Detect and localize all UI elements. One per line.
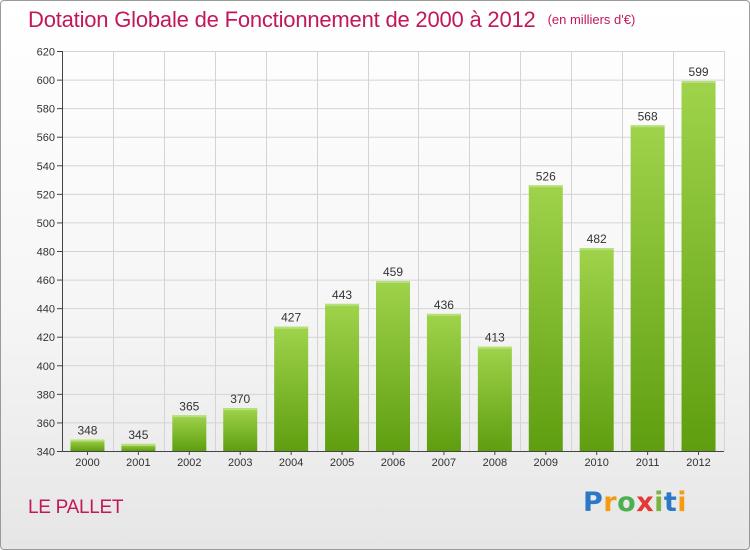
y-tick-label: 540 — [37, 161, 55, 173]
x-tick-label: 2004 — [279, 457, 303, 469]
bar-value-label: 526 — [536, 169, 556, 183]
bar-value-label: 599 — [689, 65, 709, 79]
x-tick-label: 2005 — [330, 457, 354, 469]
logo-letter: r — [603, 487, 618, 518]
x-tick-label: 2001 — [126, 457, 150, 469]
axes: 340 360 380 400 420 440 460 480 500 520 540 560 580 6… — [37, 47, 724, 469]
x-tick-label: 2006 — [381, 457, 405, 469]
bar-value-label: 443 — [332, 288, 352, 302]
bar — [579, 248, 614, 451]
x-tick-label: 2008 — [483, 457, 507, 469]
y-tick-label: 460 — [37, 275, 55, 287]
logo-letter: x — [636, 487, 655, 518]
y-tick-label: 560 — [37, 132, 55, 144]
x-tick-label: 2007 — [432, 457, 456, 469]
bar — [70, 439, 105, 451]
bar-highlight — [121, 443, 156, 446]
bar-value-label: 345 — [128, 428, 148, 442]
bar-value-label: 436 — [434, 298, 454, 312]
bar-highlight — [681, 81, 716, 83]
y-tick-label: 500 — [37, 218, 55, 230]
y-tick-label: 420 — [37, 332, 55, 344]
data-labels: 348 345 365 370 427 443 459 436 413 526 482 568 599 — [77, 65, 708, 442]
bar-value-label: 459 — [383, 265, 403, 279]
bar — [477, 346, 512, 451]
bar-highlight — [70, 439, 105, 442]
bar-value-label: 365 — [179, 399, 199, 413]
bar — [223, 408, 258, 451]
chart-title-block: Dotation Globale de Fonctionnement de 20… — [28, 7, 635, 33]
bar-highlight — [528, 185, 563, 188]
bar — [681, 81, 716, 451]
x-tick-label: 2011 — [636, 457, 660, 469]
bar — [172, 415, 207, 451]
bar — [325, 303, 360, 451]
bar — [376, 281, 410, 451]
logo-letter: P — [583, 487, 604, 518]
bar-value-label: 427 — [281, 311, 301, 325]
y-tick-label: 480 — [37, 247, 55, 259]
logo-letter: t — [663, 487, 678, 518]
x-tick-label: 2012 — [686, 457, 710, 469]
bar — [528, 185, 563, 452]
bar-value-label: 370 — [230, 392, 250, 406]
bar-value-label: 413 — [485, 331, 505, 345]
y-tick-label: 520 — [37, 189, 55, 201]
logo-letter: i — [677, 487, 688, 518]
y-tick-label: 360 — [37, 418, 55, 430]
bar — [426, 313, 461, 451]
chart-subtitle: (en milliers d'€) — [547, 12, 636, 27]
bar-highlight — [172, 415, 207, 418]
bar-value-label: 348 — [77, 424, 97, 438]
bars — [70, 81, 716, 452]
logo-letter: o — [617, 487, 637, 518]
x-tick-label: 2000 — [75, 457, 99, 469]
bar-highlight — [579, 248, 614, 251]
bar-value-label: 568 — [638, 109, 658, 123]
logo-letter: i — [654, 487, 664, 518]
bar-value-label: 482 — [587, 232, 607, 246]
x-tick-label: 2003 — [228, 457, 252, 469]
bar-highlight — [274, 326, 309, 329]
bar — [121, 443, 156, 451]
bar-highlight — [477, 346, 512, 349]
y-tick-label: 620 — [37, 47, 55, 59]
y-tick-label: 580 — [37, 104, 55, 116]
chart-title: Dotation Globale de Fonctionnement de 20… — [28, 7, 536, 32]
bar — [630, 125, 665, 452]
bar-highlight — [223, 408, 258, 411]
commune-name: LE PALLET — [28, 497, 124, 518]
y-tick-label: 400 — [37, 361, 55, 373]
x-tick-label: 2010 — [584, 457, 608, 469]
proxiti-logo: Proxiti — [583, 487, 687, 518]
y-tick-label: 440 — [37, 304, 55, 316]
x-tick-label: 2002 — [177, 457, 201, 469]
bar — [274, 326, 309, 451]
bar-highlight — [426, 313, 461, 316]
y-tick-label: 340 — [37, 447, 55, 459]
bar-highlight — [630, 125, 665, 128]
y-tick-label: 600 — [37, 75, 55, 87]
bar-highlight — [325, 303, 360, 306]
bar-highlight — [376, 281, 410, 283]
y-tick-label: 380 — [37, 389, 55, 401]
x-tick-label: 2009 — [534, 457, 558, 469]
